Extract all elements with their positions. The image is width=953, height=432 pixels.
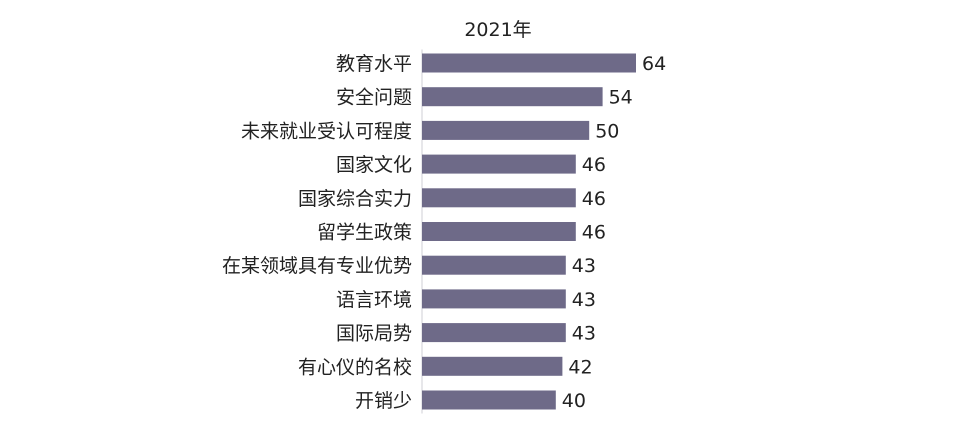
bar-1 bbox=[422, 53, 636, 73]
bar-7 bbox=[422, 255, 566, 275]
value-label: 54 bbox=[609, 87, 633, 109]
category-label: 国际局势 bbox=[336, 323, 412, 345]
bar-9 bbox=[422, 323, 566, 343]
category-label: 国家文化 bbox=[336, 154, 412, 176]
bar-3 bbox=[422, 120, 590, 140]
value-label: 43 bbox=[572, 255, 596, 277]
value-label: 43 bbox=[572, 323, 596, 345]
value-label: 43 bbox=[572, 289, 596, 311]
value-label: 42 bbox=[568, 356, 592, 378]
value-label: 46 bbox=[582, 154, 606, 176]
category-label: 有心仪的名校 bbox=[298, 356, 412, 378]
category-label: 教育水平 bbox=[336, 53, 412, 75]
bars-group: 教育水平 64 安全问题 54 未来就业受认可程度 50 国家文化 46 国家综合实力 46 留学生… bbox=[222, 49, 666, 414]
category-label: 国家综合实力 bbox=[298, 188, 412, 210]
category-label: 未来就业受认可程度 bbox=[241, 120, 412, 142]
bar-4 bbox=[422, 154, 576, 174]
category-label: 留学生政策 bbox=[317, 222, 412, 244]
bar-5 bbox=[422, 188, 576, 208]
value-label: 50 bbox=[595, 120, 619, 142]
value-label: 46 bbox=[582, 188, 606, 210]
category-label: 在某领域具有专业优势 bbox=[222, 255, 412, 277]
bar-10 bbox=[422, 356, 563, 376]
category-label: 开销少 bbox=[355, 390, 412, 412]
bar-11 bbox=[422, 390, 556, 410]
bar-8 bbox=[422, 289, 566, 309]
value-label: 40 bbox=[562, 390, 586, 412]
category-label: 安全问题 bbox=[336, 87, 412, 109]
chart-title: 2021年 bbox=[464, 19, 531, 41]
bar-2 bbox=[422, 87, 603, 107]
value-label: 46 bbox=[582, 222, 606, 244]
bar-6 bbox=[422, 222, 576, 241]
value-label: 64 bbox=[642, 53, 666, 75]
category-label: 语言环境 bbox=[336, 289, 412, 311]
